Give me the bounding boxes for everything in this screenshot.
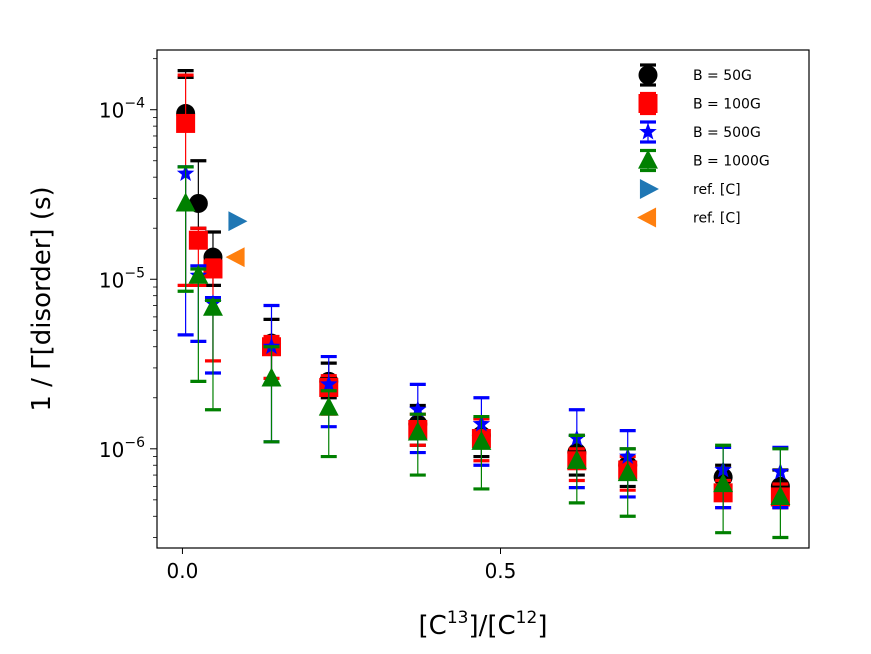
series-3 <box>175 165 791 540</box>
y-tick-label: 10−5 <box>99 265 145 292</box>
data-point <box>228 211 248 232</box>
legend-marker <box>638 65 658 85</box>
legend-marker <box>637 207 657 228</box>
data-marks <box>175 69 791 540</box>
legend-entry-0: B = 50G <box>638 63 752 87</box>
x-tick-label: 0.0 <box>167 559 199 583</box>
legend-label: ref. [C] <box>693 182 741 198</box>
data-point <box>770 486 791 506</box>
data-point <box>471 430 492 450</box>
legend-entry-5: ref. [C] <box>637 207 741 228</box>
legend-marker <box>638 94 658 113</box>
data-point <box>175 192 196 212</box>
data-point <box>225 247 245 268</box>
x-axis-title: [C13]/[C12] <box>419 608 548 641</box>
legend-entry-4: ref. [C] <box>639 179 741 199</box>
legend-entry-1: B = 100G <box>638 91 761 116</box>
legend-marker <box>639 179 659 199</box>
legend-label: ref. [C] <box>693 211 741 227</box>
data-point <box>566 449 587 469</box>
data-point <box>318 396 339 416</box>
data-point <box>713 473 734 493</box>
legend-marker <box>638 149 658 169</box>
data-point <box>319 375 338 392</box>
series-4 <box>228 211 248 232</box>
legend-label: B = 100G <box>693 97 761 113</box>
legend-entry-3: B = 1000G <box>638 148 770 173</box>
legend: B = 50G B = 100G B = 500G B = 1000G ref. [C]… <box>637 63 770 228</box>
series-5 <box>225 247 245 268</box>
legend-marker <box>639 122 657 140</box>
x-tick-label: 0.5 <box>485 559 517 583</box>
data-point <box>409 400 427 418</box>
legend-label: B = 50G <box>693 68 752 84</box>
legend-label: B = 500G <box>693 125 761 141</box>
data-point <box>203 296 223 316</box>
data-point <box>617 462 638 482</box>
plot-frame <box>156 49 810 549</box>
y-tick-label: 10−6 <box>99 435 145 462</box>
data-point <box>188 230 208 250</box>
data-point <box>176 113 196 133</box>
data-point <box>261 367 282 387</box>
data-point <box>203 259 223 279</box>
legend-entry-2: B = 500G <box>639 120 761 144</box>
data-point <box>188 264 209 284</box>
y-axis-title: 1 / Γ[disorder] (s) <box>27 186 57 411</box>
data-point <box>407 421 428 441</box>
legend-label: B = 1000G <box>693 154 770 170</box>
axes: 0.0 0.5 10−6 10−5 10−4 <box>99 58 517 583</box>
y-tick-label: 10−4 <box>99 96 145 123</box>
